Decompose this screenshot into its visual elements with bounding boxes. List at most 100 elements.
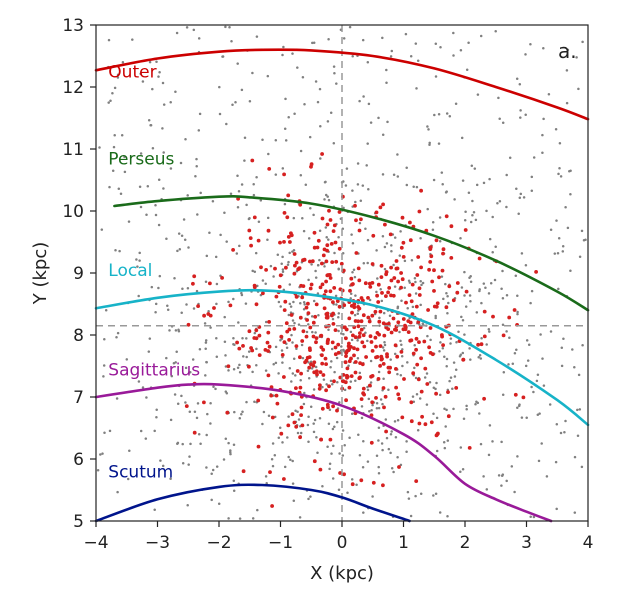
field-star-point <box>530 175 534 179</box>
field-star-point <box>326 445 329 448</box>
field-star-point <box>195 164 198 168</box>
field-star-point <box>294 409 297 412</box>
maser-point <box>359 327 364 332</box>
field-star-point <box>96 469 100 472</box>
field-star-point <box>307 376 311 380</box>
field-star-point <box>505 330 508 333</box>
field-star-point <box>525 339 529 342</box>
maser-point <box>394 385 398 390</box>
maser-point <box>416 320 421 324</box>
field-star-point <box>284 97 287 101</box>
field-star-point <box>127 220 131 223</box>
field-star-point <box>342 333 345 336</box>
field-star-point <box>435 416 439 420</box>
field-star-point <box>460 286 464 289</box>
field-star-point <box>218 112 222 116</box>
field-star-point <box>398 254 402 257</box>
maser-point <box>400 415 405 420</box>
field-star-point <box>136 265 139 268</box>
field-star-point <box>154 203 157 207</box>
field-star-point <box>343 388 347 392</box>
field-star-point <box>345 167 349 170</box>
maser-point <box>305 318 309 322</box>
field-star-point <box>414 494 417 498</box>
maser-point <box>269 393 274 398</box>
field-star-point <box>169 477 172 481</box>
field-star-point <box>485 488 489 491</box>
field-star-point <box>462 417 466 420</box>
field-star-point <box>232 337 235 340</box>
field-star-point <box>445 408 448 412</box>
maser-point <box>282 477 286 481</box>
maser-point <box>396 392 401 397</box>
x-axis-label: X (kpc) <box>310 563 374 584</box>
field-star-point <box>524 263 528 267</box>
field-star-point <box>294 374 297 377</box>
field-star-point <box>285 346 289 349</box>
maser-point <box>397 396 402 401</box>
maser-point <box>328 289 333 294</box>
field-star-point <box>407 497 411 500</box>
field-star-point <box>418 397 422 400</box>
maser-point <box>359 217 363 222</box>
field-star-point <box>431 220 435 224</box>
field-star-point <box>318 416 322 420</box>
panel-label: a. <box>558 39 577 63</box>
maser-point <box>425 382 430 386</box>
field-star-point <box>222 458 226 461</box>
field-star-point <box>393 285 397 288</box>
field-star-point <box>414 376 418 380</box>
field-star-point <box>297 323 301 326</box>
local-arm-label: Local <box>108 261 152 281</box>
field-star-point <box>266 74 270 78</box>
maser-point <box>274 393 279 398</box>
maser-point <box>373 335 378 340</box>
field-star-point <box>406 307 409 310</box>
field-star-point <box>578 255 582 259</box>
field-star-point <box>281 361 284 364</box>
maser-point <box>308 286 313 291</box>
field-star-point <box>330 360 333 363</box>
field-star-point <box>115 397 119 400</box>
field-star-point <box>393 352 397 356</box>
maser-point <box>282 308 287 312</box>
field-star-point <box>409 55 413 58</box>
maser-point <box>241 344 245 348</box>
field-star-point <box>232 368 236 371</box>
field-star-point <box>255 35 259 38</box>
field-star-point <box>421 322 425 326</box>
maser-point <box>308 259 312 264</box>
field-star-point <box>188 455 191 458</box>
maser-point <box>409 338 414 343</box>
field-star-point <box>274 361 278 365</box>
field-star-point <box>208 231 211 235</box>
maser-point <box>415 362 420 367</box>
maser-point <box>374 396 378 400</box>
field-star-point <box>153 429 156 433</box>
maser-point <box>212 306 216 310</box>
maser-point <box>401 317 406 321</box>
field-star-point <box>174 90 177 93</box>
field-star-point <box>311 41 314 45</box>
field-star-point <box>535 379 539 383</box>
maser-point <box>455 290 460 295</box>
field-star-point <box>337 488 341 491</box>
field-star-point <box>452 31 455 35</box>
maser-point <box>288 240 292 244</box>
maser-point <box>263 348 268 352</box>
field-star-point <box>375 402 379 405</box>
maser-point <box>378 309 383 314</box>
maser-point <box>357 228 362 233</box>
field-star-point <box>530 385 533 389</box>
field-star-point <box>312 299 316 303</box>
field-star-point <box>145 396 148 399</box>
field-star-point <box>431 228 435 231</box>
maser-point <box>392 276 397 280</box>
maser-point <box>366 315 371 320</box>
field-star-point <box>446 311 449 315</box>
field-star-point <box>330 347 334 351</box>
maser-point <box>381 202 385 207</box>
field-star-point <box>381 402 384 406</box>
maser-point <box>362 392 366 397</box>
maser-point <box>336 342 341 347</box>
